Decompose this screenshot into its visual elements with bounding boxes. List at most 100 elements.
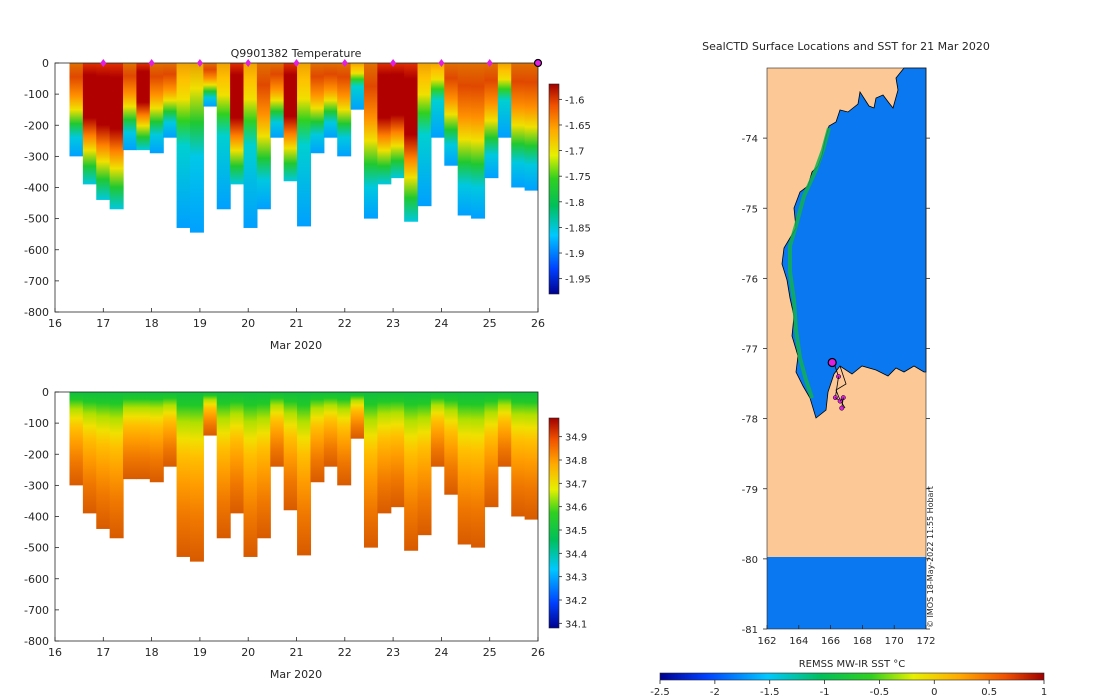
x-tick-label: 16 (48, 317, 62, 330)
temperature-title: Q9901382 Temperature (231, 47, 362, 60)
salinity-profile (363, 392, 378, 548)
surface-marker (390, 59, 397, 67)
temperature-profile (203, 63, 218, 107)
salinity-profile (82, 392, 97, 514)
sst-colorbar-label: REMSS MW-IR SST °C (799, 659, 906, 670)
colorbar-tick-label: -1.8 (565, 198, 585, 209)
map-sea-south (767, 557, 926, 629)
temperature-profile (323, 63, 338, 138)
sst-colorbar (659, 672, 1045, 681)
y-tick-label: -400 (24, 511, 49, 524)
sst-colorbar-tick-label: -0.5 (870, 687, 890, 698)
x-tick-label: 23 (386, 646, 400, 659)
salinity-profile (69, 392, 84, 486)
temperature-profile (310, 63, 325, 154)
temperature-profile (297, 63, 312, 227)
surface-marker (100, 59, 107, 67)
y-tick-label: -200 (24, 448, 49, 461)
y-tick-label: -800 (24, 635, 49, 648)
salinity-profile (149, 392, 164, 483)
salinity-profile (189, 392, 204, 562)
sst-colorbar-ticks: -2.5 -2 -1.5 -1 -0.5 0 0.5 1 (650, 680, 1047, 698)
y-tick-label: 0 (42, 386, 49, 399)
temperature-profile (377, 63, 392, 185)
temperature-profile (176, 63, 191, 228)
temperature-colorbar-ticks: -1.6 -1.65 -1.7 -1.75 -1.8 -1.85 -1.9 -1.95 (559, 95, 591, 286)
temperature-profile (283, 63, 298, 182)
x-tick-label: 164 (789, 636, 808, 647)
temperature-profile (404, 63, 419, 222)
salinity-profile (390, 392, 405, 508)
y-tick-label: -500 (24, 542, 49, 555)
temperature-profile (430, 63, 445, 138)
y-tick-label: -300 (24, 479, 49, 492)
map-y-axis: -74 -75 -76 -77 -78 -79 -80 -81 (742, 134, 930, 636)
y-tick-label: -81 (742, 625, 758, 636)
temperature-profile (497, 63, 512, 138)
x-tick-label: 26 (531, 317, 545, 330)
salinity-profile (230, 392, 245, 514)
temperature-profile (390, 63, 405, 179)
y-tick-label: -77 (742, 345, 758, 356)
salinity-profile (417, 392, 432, 536)
salinity-profile (136, 392, 151, 480)
salinity-profile (109, 392, 124, 539)
x-tick-label: 168 (853, 636, 872, 647)
colorbar-tick-label: -1.9 (565, 249, 585, 260)
y-tick-label: -600 (24, 244, 49, 257)
y-tick-label: 0 (42, 57, 49, 70)
temperature-xlabel: Mar 2020 (270, 339, 322, 352)
x-tick-label: 17 (96, 317, 110, 330)
temperature-profile (163, 63, 178, 138)
salinity-profile (123, 392, 138, 480)
colorbar-tick-label: 34.5 (565, 526, 587, 537)
surface-marker (148, 59, 155, 67)
salinity-profile (216, 392, 231, 539)
colorbar-tick-label: 34.4 (565, 549, 587, 560)
salinity-profile (337, 392, 352, 486)
x-tick-label: 21 (290, 317, 304, 330)
sst-colorbar-tick-label: 1 (1041, 687, 1047, 698)
temperature-colorbar (548, 83, 560, 295)
salinity-panel: 16 17 18 19 20 21 22 23 24 25 26 0 -100 -200 -300 -400… (24, 386, 587, 681)
current-location-marker (827, 357, 837, 368)
salinity-y-axis: 0 -100 -200 -300 -400 -500 -600 -700 -800 (24, 386, 59, 648)
salinity-profile (497, 392, 512, 467)
temperature-profile (256, 63, 271, 210)
surface-marker (486, 59, 493, 67)
temperature-profile (96, 63, 111, 200)
colorbar-tick-label: 34.9 (565, 433, 587, 444)
colorbar-tick-label: 34.1 (565, 619, 587, 630)
colorbar-tick-label: -1.6 (565, 95, 585, 106)
salinity-profile (511, 392, 526, 517)
temperature-y-axis: 0 -100 -200 -300 -400 -500 -600 -700 -800 (24, 57, 59, 319)
y-tick-label: -100 (24, 88, 49, 101)
y-tick-label: -76 (742, 274, 758, 285)
x-tick-label: 21 (290, 646, 304, 659)
y-tick-label: -100 (24, 417, 49, 430)
surface-markers (100, 58, 543, 68)
salinity-profile (96, 392, 111, 529)
track-segment (834, 376, 839, 398)
temperature-profile (337, 63, 352, 157)
temperature-profile (524, 63, 538, 191)
temperature-profile (123, 63, 138, 151)
salinity-profile (404, 392, 419, 551)
temperature-profile (109, 63, 124, 210)
map-panel: SealCTD Surface Locations and SST for 21… (650, 40, 1047, 698)
colorbar-tick-label: 34.2 (565, 596, 587, 607)
colorbar-tick-label: 34.6 (565, 503, 587, 514)
y-tick-label: -800 (24, 306, 49, 319)
temperature-profile (484, 63, 499, 179)
salinity-profile (350, 392, 365, 439)
map-credit: © IMOS 18-May-2022 11:55 Hobart (926, 486, 935, 628)
colorbar-tick-label: -1.85 (565, 223, 591, 234)
sst-colorbar-tick-label: 0 (931, 687, 937, 698)
salinity-xlabel: Mar 2020 (270, 668, 322, 681)
temperature-profile (82, 63, 97, 185)
salinity-profile (310, 392, 325, 483)
y-tick-label: -600 (24, 573, 49, 586)
temperature-profile (471, 63, 486, 219)
surface-marker (196, 59, 203, 67)
temperature-profile (189, 63, 204, 233)
